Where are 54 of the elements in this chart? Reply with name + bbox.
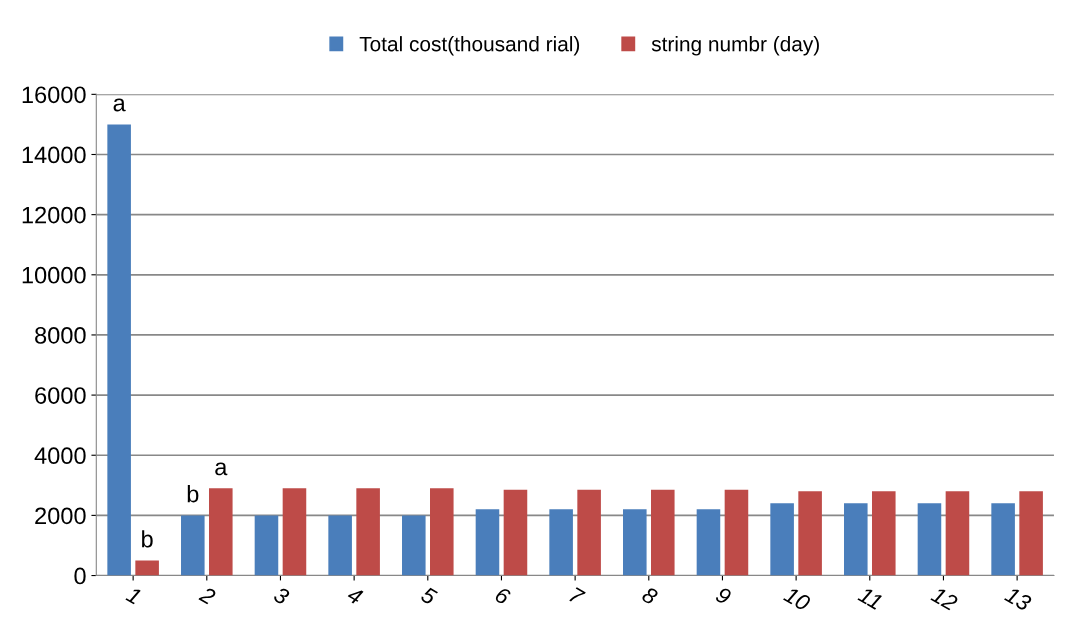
x-tick-label: 11: [857, 586, 883, 610]
legend-label: string numbr (day): [651, 36, 819, 56]
bar: [135, 560, 159, 576]
y-tick-label: 2000: [35, 507, 86, 525]
bar: [475, 509, 500, 576]
bar: [430, 488, 454, 576]
bar: [770, 503, 794, 576]
bar: [181, 515, 205, 576]
y-tick-label: 0: [74, 567, 86, 585]
bar: [872, 491, 896, 576]
y-tick-label: 4000: [34, 447, 86, 465]
bar: [209, 488, 233, 576]
y-tick-label: 12000: [22, 206, 86, 224]
bar: [844, 503, 868, 576]
bar: [651, 489, 675, 576]
x-tick-label: 8: [640, 586, 659, 606]
bar: [724, 489, 749, 576]
bar: [798, 491, 822, 576]
bar: [356, 488, 380, 576]
x-tick-label: 9: [714, 586, 733, 606]
bar: [945, 491, 970, 576]
bar: [402, 515, 426, 576]
bar: [577, 489, 601, 576]
bar: [107, 124, 131, 576]
x-tick-label: 5: [419, 586, 438, 606]
bar: [282, 488, 307, 576]
annotation: a: [215, 462, 228, 476]
y-tick-label: 14000: [22, 146, 86, 164]
bar: [549, 509, 573, 576]
bar: [1019, 491, 1043, 576]
bar: [917, 503, 942, 576]
bar: [696, 509, 721, 576]
annotation: a: [113, 98, 126, 112]
bar: [991, 503, 1015, 576]
bar: [254, 515, 279, 576]
bar: [623, 509, 647, 576]
y-tick-label: 8000: [35, 327, 86, 344]
y-tick-label: 16000: [22, 86, 86, 104]
x-tick-label: 10: [782, 586, 812, 612]
x-tick-label: 4: [346, 586, 364, 605]
x-tick-label: 13: [1003, 586, 1033, 612]
x-tick-label: 6: [494, 586, 512, 606]
annotation: b: [187, 485, 199, 503]
legend-label: Total cost(thousand rial): [359, 36, 580, 56]
x-tick-label: 3: [272, 586, 291, 606]
y-tick-label: 10000: [22, 266, 86, 284]
bar: [328, 515, 352, 576]
y-tick-label: 6000: [35, 387, 86, 404]
x-tick-label: 7: [568, 587, 586, 606]
x-tick-label: 1: [125, 586, 142, 605]
x-tick-label: 12: [930, 586, 959, 612]
bar: [503, 489, 528, 576]
annotation: b: [142, 530, 153, 548]
x-tick-label: 2: [198, 585, 217, 606]
